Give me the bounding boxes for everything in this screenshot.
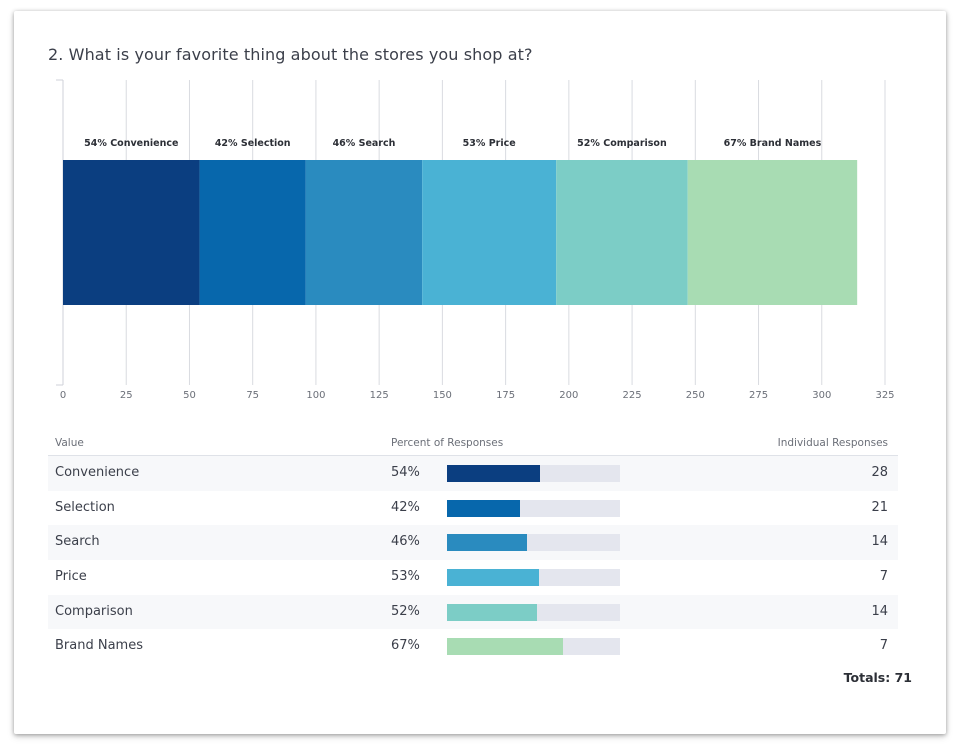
percent-bar-fill [447,638,563,656]
x-tick-label: 75 [246,390,259,401]
x-tick-label: 100 [306,390,325,401]
x-tick-label: 50 [183,390,196,401]
percent-bar-track [447,465,620,482]
row-count: 28 [871,465,888,480]
bar-segment [305,160,423,305]
x-tick-label: 225 [623,390,642,401]
percent-bar-track [447,569,620,587]
percent-bar-track [447,603,620,621]
bar-segment [422,160,557,305]
segment-label: 46% Search [333,138,396,149]
table-row: Search 46% 14 [48,525,898,561]
bar-segment [556,160,688,305]
x-tick-label: 175 [496,390,515,401]
percent-bar-fill [447,465,541,482]
row-value: Comparison [55,603,133,619]
percent-bar-fill [447,499,520,517]
segment-label: 53% Price [463,138,516,149]
row-count: 21 [871,499,888,515]
row-percent: 53% [391,569,420,585]
percent-bar-track [447,534,620,552]
x-tick-label: 275 [749,390,768,401]
results-table-body: Convenience 54% 28 Selection 42% 21 Search 46% 1… [48,456,898,664]
bar-segment [63,160,200,305]
question-title: 2. What is your favorite thing about the… [48,45,533,64]
row-count: 14 [871,603,888,619]
row-percent: 52% [391,603,420,619]
table-row: Convenience 54% 28 [48,456,898,491]
row-percent: 54% [391,465,420,480]
table-row: Comparison 52% 14 [48,594,898,630]
table-row: Selection 42% 21 [48,491,898,526]
row-value: Selection [55,499,115,515]
segment-label: 54% Convenience [84,138,178,149]
row-value: Price [55,569,87,585]
bar-segment [687,160,858,305]
row-value: Brand Names [55,638,143,654]
x-tick-label: 125 [370,390,389,401]
row-value: Convenience [55,465,140,480]
x-tick-label: 325 [875,390,894,401]
percent-bar-track [447,499,620,517]
bar-segment [199,160,306,305]
results-table: Value Percent of Responses Individual Re… [48,435,898,664]
stacked-bar-chart: 0 25 50 75 100 125 150 175 200 225 250 275 300 325 54%… [56,79,895,401]
row-percent: 67% [391,638,420,654]
row-count: 7 [879,638,888,654]
row-count: 14 [871,534,888,550]
table-row: Brand Names 67% 7 [48,629,898,664]
percent-bar-fill [447,603,537,621]
x-tick-label: 250 [686,390,705,401]
x-tick-label: 150 [433,390,452,401]
percent-bar-fill [447,569,539,587]
segment-label: 42% Selection [215,138,291,149]
row-percent: 42% [391,499,420,515]
segment-label: 52% Comparison [577,138,667,149]
x-tick-label: 200 [559,390,578,401]
header-percent: Percent of Responses [391,437,504,449]
row-value: Search [55,534,100,550]
header-count: Individual Responses [777,437,888,449]
x-tick-label: 300 [812,390,831,401]
percent-bar-track [447,638,620,656]
results-table-header: Value Percent of Responses Individual Re… [48,435,898,456]
x-tick-label: 25 [120,390,133,401]
totals: Totals: 71 [843,670,912,685]
table-row: Price 53% 7 [48,560,898,595]
x-tick-label: 0 [60,390,66,401]
row-count: 7 [879,569,888,585]
segment-label: 67% Brand Names [724,138,822,149]
row-percent: 46% [391,534,420,550]
header-value: Value [55,437,84,449]
percent-bar-fill [447,534,527,552]
